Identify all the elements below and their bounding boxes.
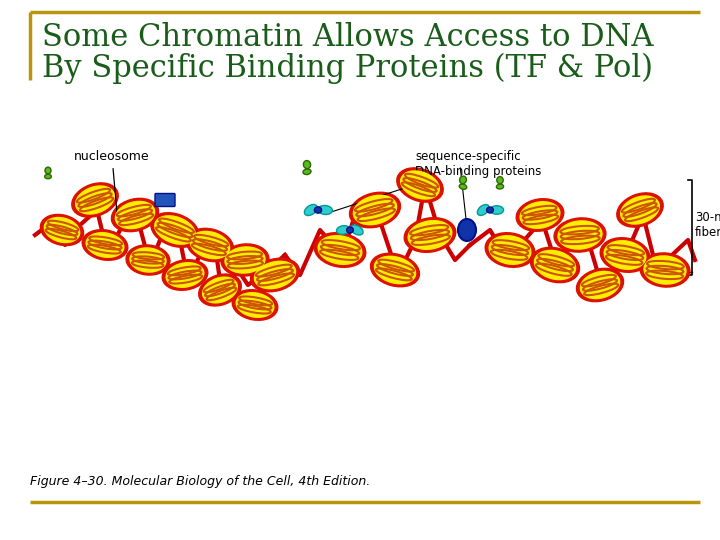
Ellipse shape: [580, 272, 620, 299]
Ellipse shape: [76, 186, 114, 214]
Ellipse shape: [190, 232, 230, 259]
Ellipse shape: [45, 174, 51, 179]
Ellipse shape: [336, 226, 350, 234]
Ellipse shape: [490, 206, 503, 214]
Ellipse shape: [233, 289, 278, 320]
Ellipse shape: [305, 205, 318, 215]
Ellipse shape: [371, 253, 420, 287]
Ellipse shape: [162, 260, 208, 291]
Ellipse shape: [640, 253, 690, 287]
Ellipse shape: [303, 169, 311, 174]
FancyBboxPatch shape: [155, 193, 175, 206]
Text: Figure 4–30. Molecular Biology of the Cell, 4th Edition.: Figure 4–30. Molecular Biology of the Ce…: [30, 476, 370, 489]
Text: 30-nm
fiber: 30-nm fiber: [695, 211, 720, 239]
Ellipse shape: [126, 245, 170, 275]
Ellipse shape: [166, 263, 204, 287]
Ellipse shape: [534, 251, 575, 280]
Ellipse shape: [251, 258, 300, 292]
Ellipse shape: [221, 244, 269, 276]
Ellipse shape: [408, 221, 452, 249]
Ellipse shape: [554, 218, 606, 252]
Ellipse shape: [374, 256, 415, 284]
Ellipse shape: [604, 241, 646, 269]
Text: sequence-specific
DNA-binding proteins: sequence-specific DNA-binding proteins: [325, 150, 541, 214]
Ellipse shape: [520, 202, 560, 228]
Ellipse shape: [354, 195, 397, 225]
Ellipse shape: [458, 219, 476, 241]
Ellipse shape: [112, 198, 158, 232]
Ellipse shape: [477, 205, 489, 215]
Ellipse shape: [40, 214, 84, 246]
Text: nucleosome: nucleosome: [74, 150, 150, 222]
Text: By Specific Binding Proteins (TF & Pol): By Specific Binding Proteins (TF & Pol): [42, 52, 653, 84]
Ellipse shape: [397, 168, 444, 202]
Ellipse shape: [82, 230, 127, 260]
Ellipse shape: [516, 199, 564, 231]
Ellipse shape: [72, 183, 118, 217]
Ellipse shape: [401, 171, 439, 199]
Ellipse shape: [489, 236, 531, 264]
Ellipse shape: [621, 196, 660, 224]
Ellipse shape: [346, 227, 354, 233]
Ellipse shape: [318, 206, 333, 214]
Ellipse shape: [155, 216, 195, 244]
Ellipse shape: [303, 160, 310, 168]
Ellipse shape: [315, 207, 322, 213]
Ellipse shape: [459, 184, 467, 190]
Ellipse shape: [318, 235, 362, 264]
Ellipse shape: [487, 207, 493, 213]
Ellipse shape: [115, 201, 155, 228]
Text: Some Chromatin Allows Access to DNA: Some Chromatin Allows Access to DNA: [42, 23, 654, 53]
Ellipse shape: [485, 233, 535, 267]
Ellipse shape: [404, 218, 456, 252]
Ellipse shape: [349, 192, 400, 228]
Ellipse shape: [236, 293, 274, 318]
Ellipse shape: [254, 261, 296, 289]
Ellipse shape: [497, 177, 503, 184]
Ellipse shape: [644, 256, 686, 284]
Ellipse shape: [600, 238, 649, 272]
Ellipse shape: [45, 218, 80, 242]
Ellipse shape: [202, 277, 238, 303]
Ellipse shape: [130, 248, 166, 272]
Ellipse shape: [351, 225, 363, 235]
Ellipse shape: [86, 233, 124, 257]
Ellipse shape: [531, 247, 580, 282]
Ellipse shape: [45, 167, 51, 174]
Ellipse shape: [577, 268, 624, 302]
Ellipse shape: [314, 233, 366, 267]
Ellipse shape: [617, 193, 663, 227]
Ellipse shape: [225, 247, 265, 273]
Ellipse shape: [199, 274, 241, 306]
Ellipse shape: [459, 176, 467, 184]
Ellipse shape: [186, 228, 233, 262]
Ellipse shape: [496, 184, 503, 189]
Ellipse shape: [558, 221, 602, 249]
Ellipse shape: [151, 213, 199, 247]
